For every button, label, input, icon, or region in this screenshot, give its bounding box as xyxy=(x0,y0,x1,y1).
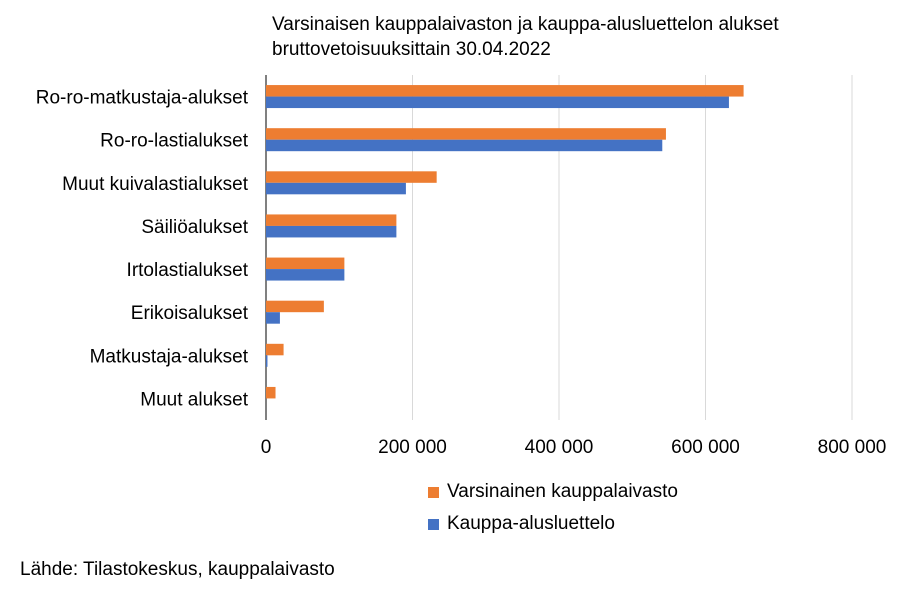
bar-varsinainen xyxy=(266,128,666,140)
bar-kauppa xyxy=(266,139,663,152)
category-label: Muut kuivalastialukset xyxy=(62,174,249,195)
bar-varsinainen xyxy=(266,386,276,399)
category-label: Ro-ro-lastialukset xyxy=(100,131,249,152)
legend: Varsinainen kauppalaivasto Kauppa-aluslu… xyxy=(428,476,678,540)
chart-title-line-1: Varsinaisen kauppalaivaston ja kauppa-al… xyxy=(272,14,779,35)
x-tick-label: 600 000 xyxy=(671,437,740,458)
bar-kauppa xyxy=(266,182,406,195)
legend-label: Kauppa-alusluettelo xyxy=(447,513,615,534)
legend-swatch-orange xyxy=(428,486,439,498)
bar-varsinainen xyxy=(266,300,324,313)
category-label: Matkustaja-alukset xyxy=(90,346,249,367)
x-tick-label: 0 xyxy=(261,437,272,458)
bar-varsinainen xyxy=(266,171,437,183)
bar-kauppa xyxy=(266,312,280,324)
chart-title: Varsinaisen kauppalaivaston ja kauppa-al… xyxy=(272,12,779,62)
category-label: Erikoisalukset xyxy=(131,303,249,324)
category-label: Säiliöalukset xyxy=(141,217,248,238)
category-label: Ro-ro-matkustaja-alukset xyxy=(36,88,249,109)
x-tick-label: 800 000 xyxy=(818,437,887,458)
category-label: Muut alukset xyxy=(140,389,248,410)
bar-varsinainen xyxy=(266,257,345,270)
bar-varsinainen xyxy=(266,85,744,97)
source-note: Lähde: Tilastokeskus, kauppalaivasto xyxy=(20,559,335,580)
bar-varsinainen xyxy=(266,214,397,226)
legend-item-kauppa: Kauppa-alusluettelo xyxy=(428,508,678,540)
x-tick-label: 200 000 xyxy=(378,437,447,458)
bar-varsinainen xyxy=(266,343,284,356)
legend-item-varsinainen: Varsinainen kauppalaivasto xyxy=(428,476,678,508)
chart-title-line-2: bruttovetoisuuksittain 30.04.2022 xyxy=(272,39,551,60)
bar-kauppa xyxy=(266,355,268,367)
bar-kauppa xyxy=(266,225,397,238)
bar-kauppa xyxy=(266,269,345,281)
legend-swatch-blue xyxy=(428,518,439,530)
x-tick-label: 400 000 xyxy=(525,437,594,458)
bar-kauppa xyxy=(266,96,729,109)
category-label: Irtolastialukset xyxy=(127,260,249,281)
legend-label: Varsinainen kauppalaivasto xyxy=(447,481,678,502)
